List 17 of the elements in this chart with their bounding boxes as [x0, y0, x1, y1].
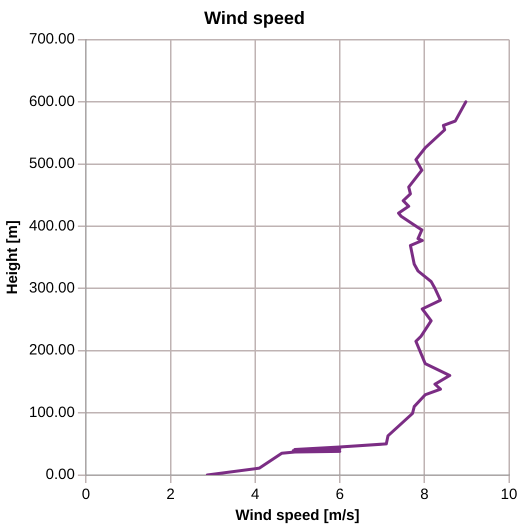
- y-tick-label: 200.00: [28, 342, 75, 359]
- y-tick-label: 600.00: [28, 92, 75, 110]
- y-tick-label: 300.00: [28, 280, 75, 297]
- x-tick-label: 6: [336, 486, 344, 504]
- y-tick-label: 0.00: [46, 466, 75, 484]
- y-tick-label: 700.00: [28, 30, 75, 48]
- x-tick-label: 0: [82, 486, 90, 504]
- x-tick-label: 2: [166, 486, 175, 504]
- x-tick-label: 4: [250, 486, 260, 504]
- x-axis-title: Wind speed [m/s]: [235, 507, 360, 524]
- chart-title: Wind speed: [204, 8, 305, 28]
- x-tick-label: 8: [420, 486, 429, 504]
- x-tick-label: 10: [500, 486, 518, 504]
- y-tick-label: 100.00: [28, 404, 75, 421]
- y-axis-title: Height [m]: [4, 220, 22, 294]
- y-tick-label: 400.00: [28, 217, 75, 234]
- y-tick-label: 500.00: [28, 155, 75, 172]
